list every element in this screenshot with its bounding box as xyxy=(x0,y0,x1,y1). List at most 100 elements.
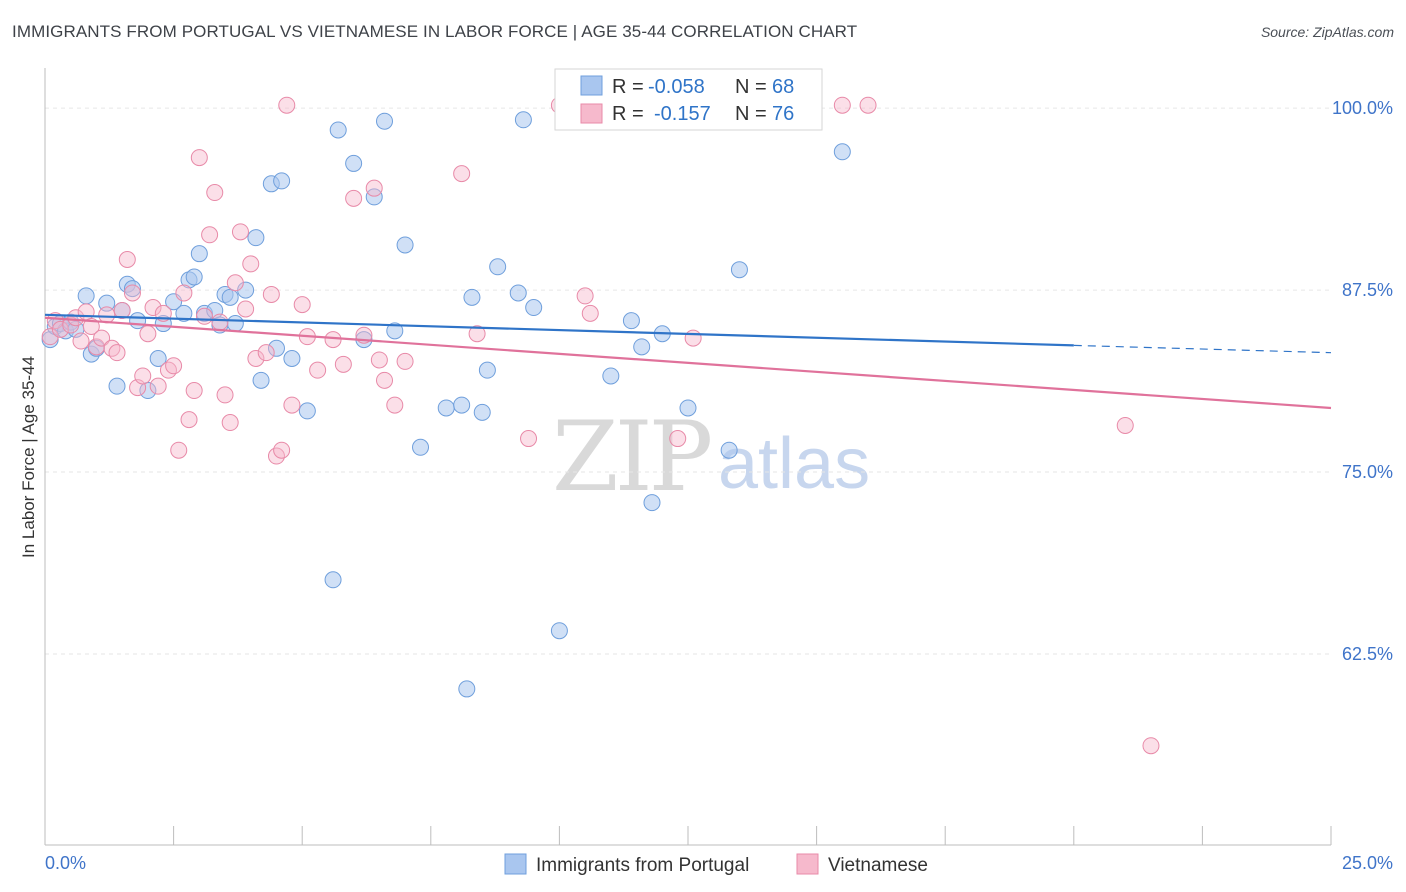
point-portugal xyxy=(463,288,481,306)
point-vietnamese xyxy=(180,411,198,429)
legend-n-label-portugal: N = xyxy=(735,76,767,98)
point-vietnamese xyxy=(165,357,183,375)
point-vietnamese xyxy=(581,304,599,322)
legend-r-value-portugal: -0.058 xyxy=(648,76,705,98)
point-vietnamese xyxy=(201,226,219,244)
watermark: ZIP atlas xyxy=(552,401,870,513)
point-portugal xyxy=(633,338,651,356)
point-portugal xyxy=(345,154,363,172)
legend-series: Immigrants from Portugal Vietnamese xyxy=(504,853,928,876)
point-portugal xyxy=(622,312,640,330)
point-vietnamese xyxy=(370,351,388,369)
point-vietnamese xyxy=(123,284,141,302)
point-vietnamese xyxy=(211,313,229,331)
point-vietnamese xyxy=(859,96,877,114)
point-portugal xyxy=(720,441,738,459)
legend-n-label-vietnamese: N = xyxy=(735,103,767,125)
trend-line-portugal xyxy=(44,313,1074,347)
series-portugal-points xyxy=(41,111,851,698)
point-vietnamese xyxy=(324,331,342,349)
point-vietnamese xyxy=(1116,416,1134,434)
trend-line-vietnamese xyxy=(44,316,1332,410)
point-portugal xyxy=(458,680,476,698)
point-portugal xyxy=(252,371,270,389)
point-portugal xyxy=(123,280,141,298)
point-portugal xyxy=(396,236,414,254)
point-vietnamese xyxy=(453,165,471,183)
legend-r-label-vietnamese: R = xyxy=(612,103,644,125)
point-portugal xyxy=(267,339,285,357)
y-tick-label-1: 75.0% xyxy=(1342,462,1393,482)
y-axis-label: In Labor Force | Age 35-44 xyxy=(19,356,38,558)
point-vietnamese xyxy=(293,296,311,314)
point-portugal xyxy=(509,284,527,302)
point-portugal xyxy=(175,304,193,322)
point-portugal xyxy=(283,349,301,367)
point-portugal xyxy=(833,143,851,161)
point-portugal xyxy=(298,402,316,420)
point-portugal xyxy=(412,438,430,456)
point-vietnamese xyxy=(221,414,239,432)
series-vietnamese-points xyxy=(41,96,1160,755)
point-vietnamese xyxy=(206,184,224,202)
point-vietnamese xyxy=(231,223,249,241)
point-vietnamese xyxy=(262,285,280,303)
legend-r-value-vietnamese: -0.157 xyxy=(654,103,711,125)
point-vietnamese xyxy=(669,430,687,448)
point-vietnamese xyxy=(118,251,136,269)
point-portugal xyxy=(453,396,471,414)
point-portugal xyxy=(478,361,496,379)
point-vietnamese xyxy=(273,441,291,459)
legend-bottom-label-portugal: Immigrants from Portugal xyxy=(536,855,749,876)
point-vietnamese xyxy=(67,309,85,327)
point-vietnamese xyxy=(175,284,193,302)
x-tick-label-max: 25.0% xyxy=(1342,853,1393,873)
point-vietnamese xyxy=(345,189,363,207)
legend-swatch-vietnamese xyxy=(580,103,603,124)
point-vietnamese xyxy=(257,344,275,362)
point-vietnamese xyxy=(283,396,301,414)
point-portugal xyxy=(226,315,244,333)
point-portugal xyxy=(365,188,383,206)
point-vietnamese xyxy=(468,325,486,343)
y-tick-label-3: 100.0% xyxy=(1332,98,1393,118)
point-vietnamese xyxy=(98,306,116,324)
legend-swatch-portugal xyxy=(580,75,603,96)
point-vietnamese xyxy=(46,312,64,330)
point-vietnamese xyxy=(237,300,255,318)
point-vietnamese xyxy=(113,301,131,319)
point-portugal xyxy=(185,268,203,286)
point-portugal xyxy=(730,261,748,279)
legend-bottom-label-vietnamese: Vietnamese xyxy=(828,855,928,876)
point-vietnamese xyxy=(386,396,404,414)
trend-lines xyxy=(44,313,1332,410)
point-vietnamese xyxy=(108,344,126,362)
point-vietnamese xyxy=(576,287,594,305)
point-portugal xyxy=(108,377,126,395)
point-portugal xyxy=(437,399,455,417)
point-vietnamese xyxy=(309,361,327,379)
chart-title: IMMIGRANTS FROM PORTUGAL VS VIETNAMESE I… xyxy=(12,22,858,41)
point-portugal xyxy=(525,299,543,317)
point-portugal xyxy=(386,322,404,340)
point-vietnamese xyxy=(51,320,69,338)
point-portugal xyxy=(514,111,532,129)
point-vietnamese xyxy=(833,96,851,114)
grid-lines xyxy=(45,107,1331,655)
point-vietnamese xyxy=(396,352,414,370)
point-vietnamese xyxy=(242,255,260,273)
point-vietnamese xyxy=(185,382,203,400)
point-vietnamese xyxy=(520,430,538,448)
point-vietnamese xyxy=(226,274,244,292)
point-vietnamese xyxy=(376,371,394,389)
y-tick-labels: 62.5% 75.0% 87.5% 100.0% xyxy=(1332,98,1393,664)
point-portugal xyxy=(129,312,147,330)
point-vietnamese xyxy=(1142,737,1160,755)
point-portugal xyxy=(273,172,291,190)
legend-bottom-swatch-portugal xyxy=(504,853,527,875)
point-portugal xyxy=(679,399,697,417)
point-vietnamese xyxy=(72,332,90,350)
point-portugal xyxy=(643,494,661,512)
point-portugal xyxy=(77,287,95,305)
